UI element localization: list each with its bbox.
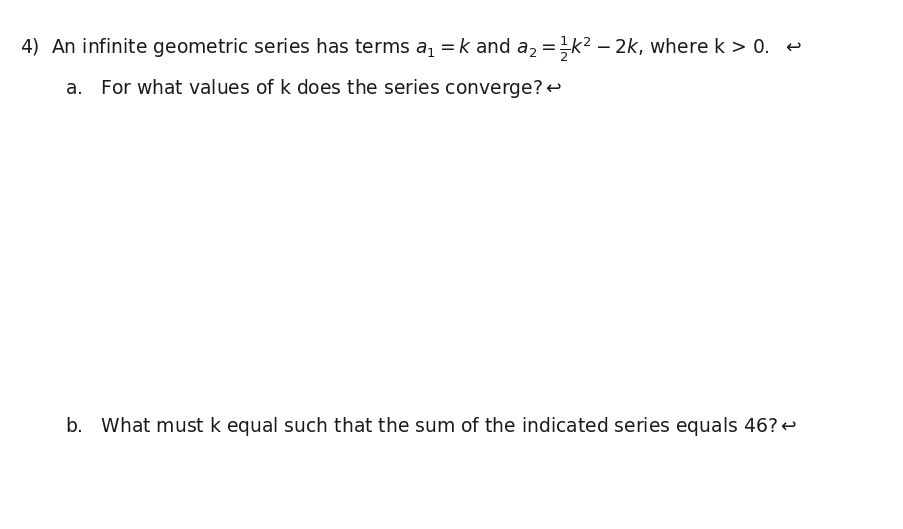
Text: a.   For what values of k does the series converge?$\hookleftarrow$: a. For what values of k does the series … (65, 77, 562, 99)
Text: 4)  An infinite geometric series has terms $a_1 = k$ and $a_2 = \frac{1}{2}k^2 -: 4) An infinite geometric series has term… (20, 34, 801, 64)
Text: b.   What must k equal such that the sum of the indicated series equals 46?$\hoo: b. What must k equal such that the sum o… (65, 415, 796, 438)
